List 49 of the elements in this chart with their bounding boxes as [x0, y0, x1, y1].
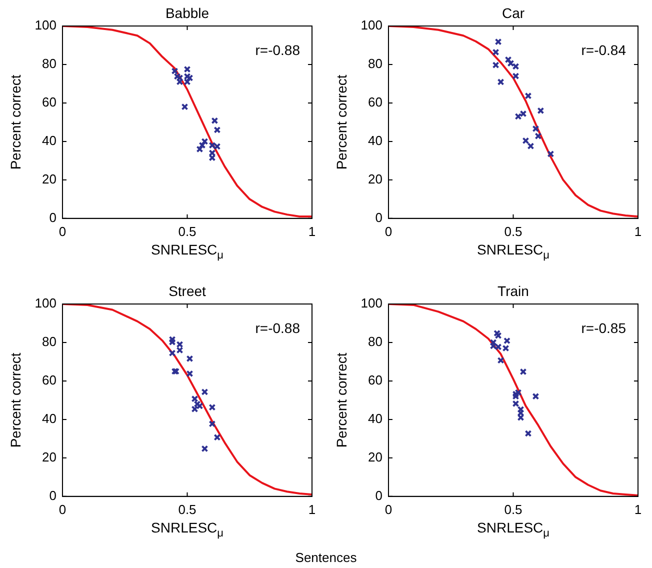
y-tick-label: 40 — [368, 133, 382, 148]
x-tick-label: 0.5 — [504, 502, 522, 517]
chart-title: Train — [498, 282, 529, 299]
y-axis-title: Percent correct — [333, 352, 350, 448]
y-tick-label: 60 — [368, 94, 382, 110]
x-tick-label: 0.5 — [178, 502, 196, 517]
y-tick-label: 40 — [368, 411, 382, 426]
y-tick-label: 40 — [42, 411, 56, 426]
y-tick-label: 40 — [42, 133, 56, 148]
y-axis-title: Percent correct — [333, 74, 350, 170]
annotation: r=-0.85 — [581, 320, 626, 336]
x-tick-label: 0.5 — [504, 224, 522, 239]
y-tick-label: 0 — [375, 488, 382, 503]
y-tick-label: 0 — [375, 210, 382, 225]
x-tick-label: 0 — [384, 224, 392, 239]
y-tick-label: 80 — [368, 334, 382, 350]
x-tick-label: 1 — [308, 502, 316, 517]
chart-title: Car — [502, 4, 525, 21]
y-tick-label: 60 — [42, 372, 56, 388]
annotation: r=-0.88 — [255, 320, 300, 336]
y-axis-title: Percent correct — [7, 74, 24, 170]
x-tick-label: 0 — [384, 502, 392, 517]
chart-title: Babble — [165, 4, 210, 21]
y-tick-label: 60 — [42, 94, 56, 110]
y-tick-label: 100 — [360, 18, 382, 33]
chart-title: Street — [168, 282, 206, 299]
x-tick-label: 0 — [58, 502, 66, 517]
y-tick-label: 80 — [42, 334, 56, 350]
x-tick-label: 0.5 — [178, 224, 196, 239]
x-tick-label: 1 — [308, 224, 316, 239]
x-tick-label: 1 — [634, 224, 642, 239]
x-tick-label: 0 — [58, 224, 66, 239]
y-tick-label: 20 — [42, 172, 56, 186]
y-axis-title: Percent correct — [7, 352, 24, 448]
y-tick-label: 100 — [34, 18, 56, 33]
y-tick-label: 20 — [368, 450, 382, 464]
y-tick-label: 20 — [42, 450, 56, 464]
annotation: r=-0.88 — [255, 42, 300, 58]
text: Sentences — [294, 550, 358, 565]
y-tick-label: 100 — [34, 296, 56, 311]
x-tick-label: 1 — [634, 502, 642, 517]
y-tick-label: 0 — [49, 210, 56, 225]
y-tick-label: 20 — [368, 172, 382, 186]
y-tick-label: 0 — [49, 488, 56, 503]
y-tick-label: 80 — [368, 56, 382, 72]
annotation: r=-0.84 — [581, 42, 626, 58]
y-tick-label: 80 — [42, 56, 56, 72]
y-tick-label: 100 — [360, 296, 382, 311]
y-tick-label: 60 — [368, 372, 382, 388]
